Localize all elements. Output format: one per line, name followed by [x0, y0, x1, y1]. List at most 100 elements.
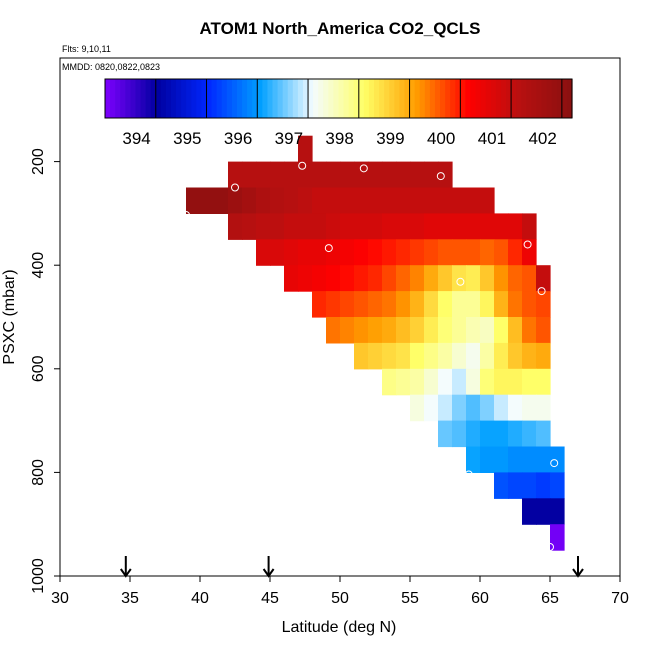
y-tick-label: 1000	[30, 558, 47, 594]
heat-cell	[522, 213, 537, 240]
heat-cell	[270, 239, 285, 266]
heat-cell	[424, 317, 439, 344]
heat-cell	[508, 239, 523, 266]
colorbar-segment	[460, 79, 467, 118]
heat-cell	[382, 187, 397, 214]
colorbar-segment	[561, 79, 568, 118]
colorbar-segment	[445, 79, 451, 118]
heat-cell	[242, 213, 257, 240]
heat-cell	[522, 446, 537, 473]
heat-cell	[228, 161, 243, 189]
colorbar-tick-label: 399	[376, 129, 404, 148]
heat-cell	[466, 394, 481, 422]
heat-cell	[508, 265, 523, 292]
heat-cell	[312, 239, 327, 266]
heat-cell	[298, 213, 313, 240]
colorbar-tick-label: 402	[528, 129, 556, 148]
heat-cell	[508, 291, 523, 318]
heat-cell	[354, 342, 369, 370]
colorbar-segment	[211, 79, 218, 118]
heat-cell	[522, 342, 537, 370]
heat-cell	[396, 317, 411, 344]
colorbar-segment	[368, 79, 375, 118]
heat-cell	[494, 213, 509, 240]
colorbar-segment	[221, 79, 228, 118]
x-axis: 30 35 40 45 50 55 60 65 70	[51, 576, 629, 607]
colorbar-segment	[257, 79, 263, 118]
heat-cell	[424, 265, 439, 292]
heat-cell	[382, 265, 397, 292]
heat-cell	[270, 187, 285, 214]
sample-point	[546, 542, 554, 551]
heat-cell	[354, 161, 369, 189]
colorbar-segment	[267, 79, 274, 118]
heat-cell	[438, 420, 453, 448]
heat-cell	[200, 187, 215, 214]
heat-cell	[550, 524, 565, 551]
heat-cell	[256, 239, 271, 266]
heat-cell	[438, 291, 453, 318]
colorbar-segment	[470, 79, 477, 118]
colorbar-segment	[120, 79, 126, 118]
colorbar-segment	[231, 79, 238, 118]
heat-cell	[340, 239, 355, 266]
heat-cell	[228, 213, 243, 240]
heat-cell	[508, 472, 523, 499]
colorbar-segment	[404, 79, 411, 118]
x-tick-label: 35	[121, 590, 139, 607]
heat-cell	[270, 161, 285, 189]
colorbar-segment	[313, 79, 319, 118]
heat-cell	[368, 239, 383, 266]
heat-cell	[522, 265, 537, 292]
colorbar-segment	[394, 79, 401, 118]
colorbar-segment	[323, 79, 329, 118]
colorbar-segment	[379, 79, 385, 118]
heat-cell	[396, 265, 411, 292]
sample-point	[523, 240, 532, 249]
heat-cell	[284, 265, 299, 292]
heat-cell	[284, 239, 299, 266]
colorbar-segment	[516, 79, 522, 118]
heat-cell	[480, 420, 495, 448]
colorbar-segment	[115, 79, 121, 118]
heat-cell	[494, 342, 509, 370]
colorbar-segment	[130, 79, 137, 118]
heat-cell	[522, 317, 537, 344]
heat-cell	[256, 161, 271, 189]
colorbar-segment	[191, 79, 197, 118]
heat-cell	[480, 213, 495, 240]
y-axis-label: PSXC (mbar)	[1, 269, 18, 364]
heat-cell	[270, 213, 285, 240]
heat-cell	[480, 291, 495, 318]
colorbar-segment	[110, 79, 116, 118]
sample-point	[359, 164, 368, 173]
heat-cell	[396, 239, 411, 266]
heat-cell	[466, 239, 481, 266]
colorbar-frame	[104, 78, 573, 119]
heat-cell	[354, 213, 369, 240]
heat-cell	[326, 317, 341, 344]
colorbar-segment	[150, 79, 157, 118]
colorbar-segment	[475, 79, 482, 118]
heat-cell	[438, 213, 453, 240]
heat-cell	[480, 265, 495, 292]
heat-cell	[186, 187, 201, 214]
heat-cell	[382, 213, 397, 240]
colorbar-segment	[333, 79, 340, 118]
heat-cell	[438, 239, 453, 266]
colorbar-segment	[216, 79, 223, 118]
heat-cell	[298, 187, 313, 214]
colorbar-segment	[155, 79, 162, 118]
heatmap-cells	[186, 135, 565, 551]
colorbar-segment	[465, 79, 472, 118]
heat-cell	[494, 239, 509, 266]
heat-cell	[326, 291, 341, 318]
heat-cell	[438, 368, 453, 396]
heat-cell	[536, 317, 551, 344]
colorbar-segment	[338, 79, 345, 118]
heat-cell	[382, 317, 397, 344]
sample-point	[537, 287, 546, 296]
heat-cell	[424, 239, 439, 266]
heat-cell	[452, 394, 467, 422]
